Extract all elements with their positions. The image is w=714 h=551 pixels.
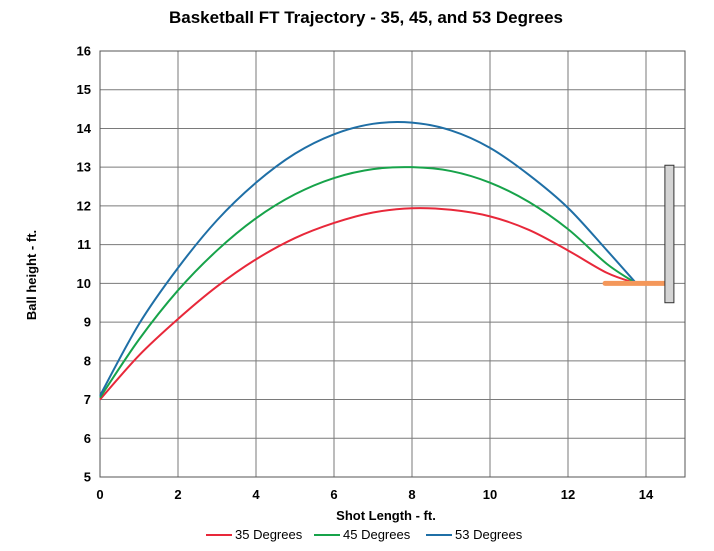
plot-area-border <box>99 50 686 478</box>
legend-label: 45 Degrees <box>343 527 411 542</box>
x-axis-label: Shot Length - ft. <box>336 508 436 523</box>
series-lines <box>99 121 637 401</box>
x-tick-label: 4 <box>252 487 260 502</box>
y-tick-label: 10 <box>77 276 91 291</box>
y-tick-label: 14 <box>77 121 92 136</box>
hoop <box>602 164 675 304</box>
legend-label: 35 Degrees <box>235 527 303 542</box>
series-line-3 <box>99 121 637 397</box>
x-tick-label: 2 <box>174 487 181 502</box>
y-tick-label: 9 <box>84 315 91 330</box>
legend-label: 53 Degrees <box>455 527 523 542</box>
y-tick-label: 8 <box>84 353 91 368</box>
x-tick-label: 12 <box>561 487 575 502</box>
x-tick-labels: 0 2 4 6 8 10 12 14 <box>96 487 654 502</box>
x-tick-label: 8 <box>408 487 415 502</box>
y-tick-label: 7 <box>84 392 91 407</box>
backboard <box>664 164 675 304</box>
x-tick-label: 10 <box>483 487 497 502</box>
x-tick-label: 6 <box>330 487 337 502</box>
x-tick-label: 0 <box>96 487 103 502</box>
chart-title: Basketball FT Trajectory - 35, 45, and 5… <box>169 8 563 27</box>
y-tick-label: 16 <box>77 44 91 59</box>
y-tick-label: 12 <box>77 198 91 213</box>
grid-lines <box>99 50 686 478</box>
y-tick-label: 13 <box>77 160 91 175</box>
y-tick-labels: 5 6 7 8 9 10 11 12 13 14 15 16 <box>77 44 92 485</box>
x-tick-label: 14 <box>639 487 654 502</box>
y-axis-label: Ball height - ft. <box>24 230 39 320</box>
y-tick-label: 11 <box>77 237 91 252</box>
y-tick-label: 5 <box>84 470 91 485</box>
series-line-1 <box>99 207 637 401</box>
legend: 35 Degrees 45 Degrees 53 Degrees <box>206 527 523 542</box>
y-tick-label: 15 <box>77 82 91 97</box>
y-tick-label: 6 <box>84 431 91 446</box>
series-line-2 <box>99 166 637 399</box>
